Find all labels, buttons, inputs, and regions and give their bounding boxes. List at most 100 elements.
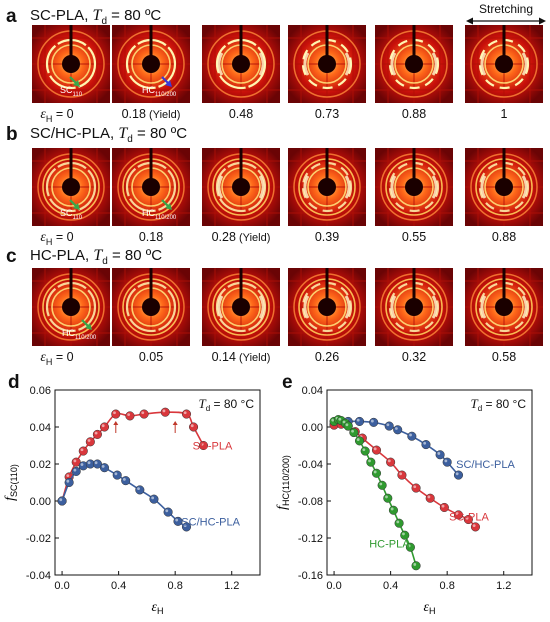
strain-value: 0.26 <box>314 350 340 364</box>
chart-e: 0.0 0.4 0.8 1.2 -0.16 -0.12 -0.08 -0.04 0.00 0.04… <box>272 380 544 622</box>
data-point <box>439 502 449 513</box>
data-point <box>366 457 376 467</box>
strain-value: 0.28 <box>211 230 236 244</box>
data-point-highlight <box>370 419 374 423</box>
series-label: SC-PLA <box>449 512 489 524</box>
data-point-highlight <box>190 424 194 428</box>
data-point-highlight <box>394 427 398 430</box>
chart-d: 0.0 0.4 0.8 1.2 -0.04 -0.02 0.00 0.02 0.04 0.06 εH… <box>0 380 272 622</box>
waxs-pattern-image <box>112 25 190 103</box>
data-point-highlight <box>73 468 77 472</box>
data-point <box>383 493 393 503</box>
strain-label: 0.05 <box>96 350 206 364</box>
data-point-highlight <box>386 423 390 427</box>
data-point <box>384 421 394 431</box>
data-point-highlight <box>183 524 187 527</box>
data-point-highlight <box>409 433 412 437</box>
y-tick-label: 0.02 <box>30 459 51 471</box>
data-point-highlight <box>80 448 84 452</box>
data-point-highlight <box>94 431 98 435</box>
waxs-pattern-image <box>288 25 366 103</box>
data-point-highlight <box>127 413 131 416</box>
strain-label: 0.14 (Yield) <box>186 350 296 364</box>
strain-value: 0.18 <box>138 230 164 244</box>
data-point-highlight <box>402 532 405 536</box>
y-tick-label: -0.04 <box>26 570 51 582</box>
data-point-highlight <box>165 509 169 513</box>
data-point-highlight <box>472 524 476 527</box>
y-tick-label: -0.12 <box>298 533 323 545</box>
data-point <box>435 450 445 460</box>
x-axis-label: εH <box>423 600 435 616</box>
strain-label: 0.88 <box>449 230 550 244</box>
x-tick-label: 0.8 <box>168 580 183 592</box>
data-point <box>394 518 404 528</box>
data-point-highlight <box>101 424 105 428</box>
data-point-highlight <box>73 459 77 463</box>
data-point <box>149 494 159 504</box>
panel-b-sample: SC/HC-PLA <box>30 125 111 142</box>
waxs-pattern-image <box>32 25 110 103</box>
strain-value: 0.55 <box>401 230 427 244</box>
data-point <box>139 409 149 419</box>
data-point <box>371 468 382 478</box>
yield-note: (Yield) <box>145 109 181 121</box>
y-tick-label: -0.02 <box>26 533 51 545</box>
data-point <box>411 561 421 571</box>
waxs-pattern-image <box>112 148 190 226</box>
y-tick-label: 0.04 <box>30 422 51 434</box>
x-tick-label: 0.8 <box>440 580 455 592</box>
data-point <box>64 477 74 488</box>
chart-svg: 0.0 0.4 0.8 1.2 -0.04 -0.02 0.00 0.02 0.04 0.06 εH… <box>3 385 261 616</box>
series-line <box>61 411 205 502</box>
strain-value: 0 <box>66 230 74 244</box>
data-point-highlight <box>407 544 411 548</box>
y-axis-label: fSC(110) <box>3 464 19 501</box>
data-point-highlight <box>362 448 366 452</box>
strain-value: 0.32 <box>401 350 427 364</box>
series-label: SC/HC-PLA <box>181 516 240 528</box>
x-axis-label: εH <box>151 600 163 616</box>
waxs-pattern-image <box>288 268 366 346</box>
series-label: SC-PLA <box>193 441 233 453</box>
data-point-highlight <box>331 418 335 422</box>
data-point-highlight <box>137 487 140 490</box>
strain-symbol: εH <box>40 107 53 124</box>
strain-label: 0.73 <box>272 107 382 121</box>
data-point-highlight <box>373 447 377 451</box>
x-tick-label: 0.0 <box>54 580 69 592</box>
waxs-pattern-image <box>465 148 543 226</box>
waxs-pattern-image <box>465 25 543 103</box>
data-point-highlight <box>368 459 371 463</box>
strain-value: 0.88 <box>401 107 427 121</box>
td-subscript: d <box>127 134 133 145</box>
data-point <box>388 505 398 515</box>
data-point-highlight <box>379 482 383 486</box>
data-point <box>181 409 192 419</box>
data-point <box>411 483 421 493</box>
panel-letter-e: e <box>282 372 293 393</box>
yield-note: (Yield) <box>235 352 271 364</box>
data-point-highlight <box>59 498 63 502</box>
data-point <box>349 428 359 438</box>
panel-letter-d: d <box>8 372 20 393</box>
data-point <box>112 470 122 480</box>
data-point <box>421 440 431 450</box>
waxs-pattern-image <box>288 148 366 226</box>
reflection-label: HC110/200 <box>62 328 97 341</box>
strain-value: 0.14 <box>211 350 236 364</box>
strain-value: 0 <box>66 350 74 364</box>
reflection-label: HC110/200 <box>142 85 177 98</box>
panel-letter-c: c <box>6 246 17 267</box>
stretching-label: Stretching <box>478 2 534 16</box>
td-symbol: T <box>92 7 102 24</box>
data-point <box>377 480 387 490</box>
td-subscript: d <box>102 256 108 267</box>
data-point-highlight <box>122 477 126 481</box>
data-point <box>99 422 110 432</box>
strain-label: 0.58 <box>449 350 550 364</box>
data-point-highlight <box>200 442 204 446</box>
strain-label: 0.32 <box>359 350 469 364</box>
data-point <box>393 425 403 435</box>
y-tick-label: -0.08 <box>298 496 323 508</box>
